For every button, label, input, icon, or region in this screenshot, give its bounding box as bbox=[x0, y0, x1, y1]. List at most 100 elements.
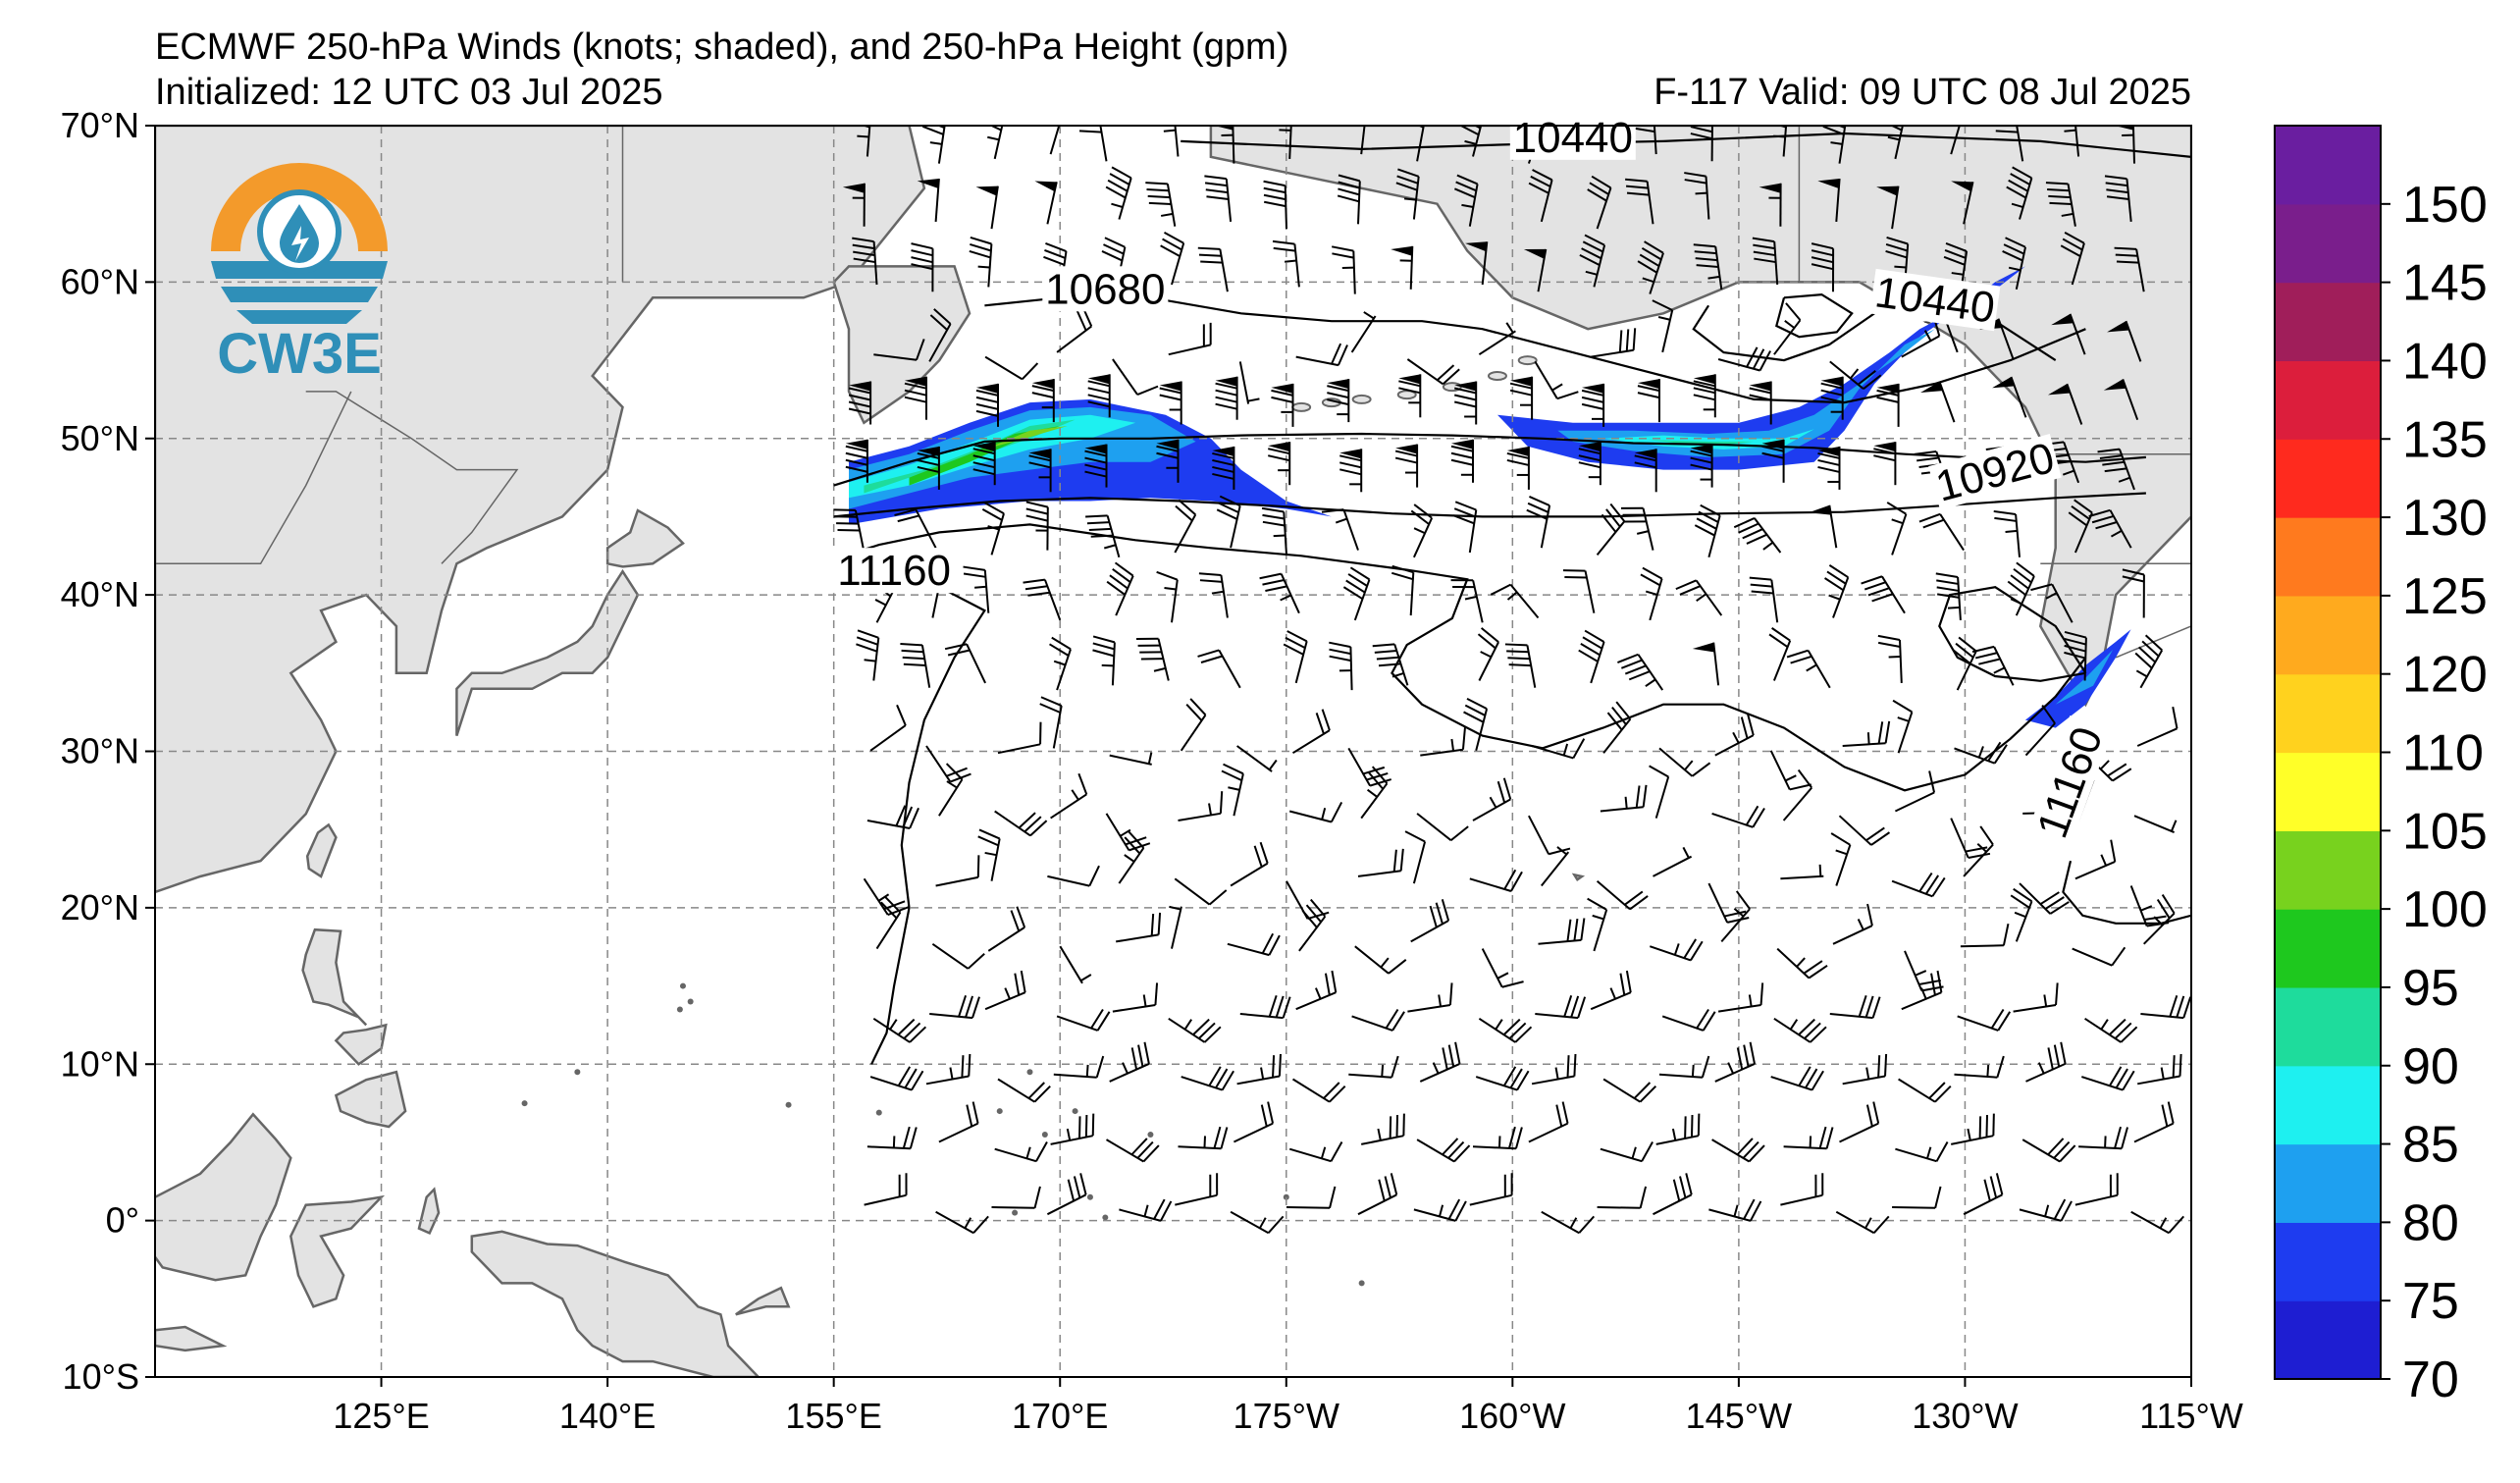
wind-barb bbox=[1342, 566, 1371, 621]
lat-tick-label: 0° bbox=[106, 1200, 139, 1241]
wind-barb bbox=[900, 643, 931, 688]
wind-barb bbox=[963, 565, 990, 613]
wind-barb bbox=[1829, 360, 1882, 390]
wind-barb bbox=[938, 763, 964, 817]
initialized-time: Initialized: 12 UTC 03 Jul 2025 bbox=[155, 72, 663, 113]
wind-barb bbox=[872, 1017, 927, 1043]
wind-barb bbox=[1023, 578, 1062, 621]
wind-barb bbox=[1327, 379, 1350, 423]
wind-barb bbox=[1749, 381, 1772, 425]
wind-barb bbox=[894, 508, 937, 549]
colorbar-swatch bbox=[2275, 282, 2381, 362]
wind-barb bbox=[1084, 444, 1108, 488]
pacific-islet bbox=[875, 1109, 882, 1116]
wind-barb bbox=[1291, 1078, 1346, 1103]
pacific-islet bbox=[679, 982, 686, 989]
lon-tick-label: 145°W bbox=[1686, 1396, 1792, 1436]
wind-barb bbox=[2002, 237, 2026, 291]
wind-barb bbox=[1450, 439, 1474, 483]
wind-barb bbox=[1092, 635, 1116, 686]
wind-barb bbox=[1046, 1173, 1087, 1216]
wind-barb bbox=[1658, 747, 1711, 777]
wind-barb bbox=[1602, 701, 1632, 754]
lat-tick-label: 50°N bbox=[61, 418, 139, 458]
wind-barb bbox=[1169, 905, 1182, 949]
wind-barb bbox=[981, 502, 1005, 556]
pacific-islet bbox=[1283, 1193, 1289, 1200]
wind-barb bbox=[1768, 627, 1792, 681]
contour-11160-d bbox=[2062, 860, 2191, 925]
aleutian-island bbox=[1291, 401, 1312, 412]
aleutian-island bbox=[1517, 355, 1538, 366]
wind-barb bbox=[1361, 1113, 1405, 1145]
lat-tick-label: 70°N bbox=[61, 105, 139, 145]
colorbar-label: 145 bbox=[2402, 255, 2488, 312]
wind-barb bbox=[1360, 766, 1389, 820]
wind-barb bbox=[1714, 714, 1755, 757]
wind-barb bbox=[1538, 918, 1586, 945]
wind-barb bbox=[1901, 970, 1943, 1011]
wind-barb bbox=[1509, 376, 1534, 420]
jet-core-west-95 bbox=[909, 426, 1061, 486]
wind-barb bbox=[1528, 1101, 1569, 1143]
wind-barb bbox=[2025, 1041, 2067, 1083]
wind-barb bbox=[935, 855, 980, 887]
wind-barb bbox=[994, 1141, 1048, 1163]
wind-barb bbox=[1776, 947, 1828, 980]
pacific-islet bbox=[996, 1108, 1003, 1115]
pacific-islet bbox=[1086, 1193, 1093, 1200]
wind-barb bbox=[1230, 1210, 1285, 1235]
wind-barb bbox=[1339, 449, 1363, 493]
wind-barb bbox=[1227, 932, 1281, 957]
wind-barb bbox=[1749, 576, 1779, 623]
wind-barb bbox=[2136, 706, 2179, 747]
lon-tick-label: 140°E bbox=[559, 1396, 656, 1436]
colorbar-swatch bbox=[2275, 1222, 2381, 1301]
wind-barb bbox=[1752, 237, 1779, 286]
wind-barb bbox=[1535, 995, 1587, 1020]
wind-barb bbox=[1105, 1138, 1160, 1163]
colorbar-label: 100 bbox=[2402, 881, 2488, 938]
jet-core-east-75 bbox=[1497, 266, 2025, 470]
wind-barb bbox=[1951, 1113, 1995, 1145]
wind-barb bbox=[997, 1078, 1051, 1103]
wind-barb bbox=[2114, 246, 2145, 292]
wind-barb bbox=[1829, 995, 1881, 1020]
wind-barb bbox=[938, 1101, 979, 1143]
colorbar-label: 105 bbox=[2402, 803, 2488, 860]
wind-barb bbox=[1602, 1078, 1657, 1103]
colorbar-swatch bbox=[2275, 1065, 2381, 1145]
wind-barb bbox=[1649, 765, 1670, 819]
colorbar-label: 90 bbox=[2402, 1038, 2459, 1095]
wind-barb bbox=[1053, 1055, 1105, 1079]
wind-barb bbox=[1770, 1066, 1824, 1091]
wind-barb bbox=[1823, 564, 1850, 618]
mindanao-land bbox=[334, 1070, 407, 1129]
wind-barb bbox=[1221, 763, 1244, 817]
colorbar-swatch bbox=[2275, 1300, 2381, 1380]
jet-core-west-100 bbox=[984, 426, 1068, 450]
wind-barb bbox=[1581, 383, 1605, 427]
wind-barb bbox=[2006, 166, 2033, 220]
wind-barb bbox=[972, 442, 996, 486]
wind-barb bbox=[1230, 841, 1269, 887]
colorbar-swatch bbox=[2275, 1143, 2381, 1223]
wind-barb bbox=[994, 810, 1048, 837]
wind-barb bbox=[842, 183, 866, 227]
wind-barb bbox=[1159, 381, 1182, 425]
lat-tick-label: 10°N bbox=[61, 1043, 139, 1084]
wind-barb bbox=[1118, 830, 1145, 884]
wind-barb bbox=[1591, 328, 1637, 358]
wind-barb bbox=[1059, 945, 1092, 984]
wind-barb bbox=[1050, 772, 1088, 820]
wind-barb bbox=[1780, 864, 1824, 880]
wind-barb bbox=[1769, 750, 1812, 791]
contour-small-1 bbox=[1775, 292, 1854, 339]
wind-barb bbox=[1472, 1126, 1523, 1150]
colorbar-swatch bbox=[2275, 986, 2381, 1067]
wind-barb bbox=[935, 1210, 989, 1235]
wind-barb bbox=[1861, 575, 1906, 614]
wind-barb bbox=[1887, 126, 1904, 160]
wind-barb bbox=[1087, 374, 1111, 418]
wind-barb bbox=[1463, 697, 1489, 752]
